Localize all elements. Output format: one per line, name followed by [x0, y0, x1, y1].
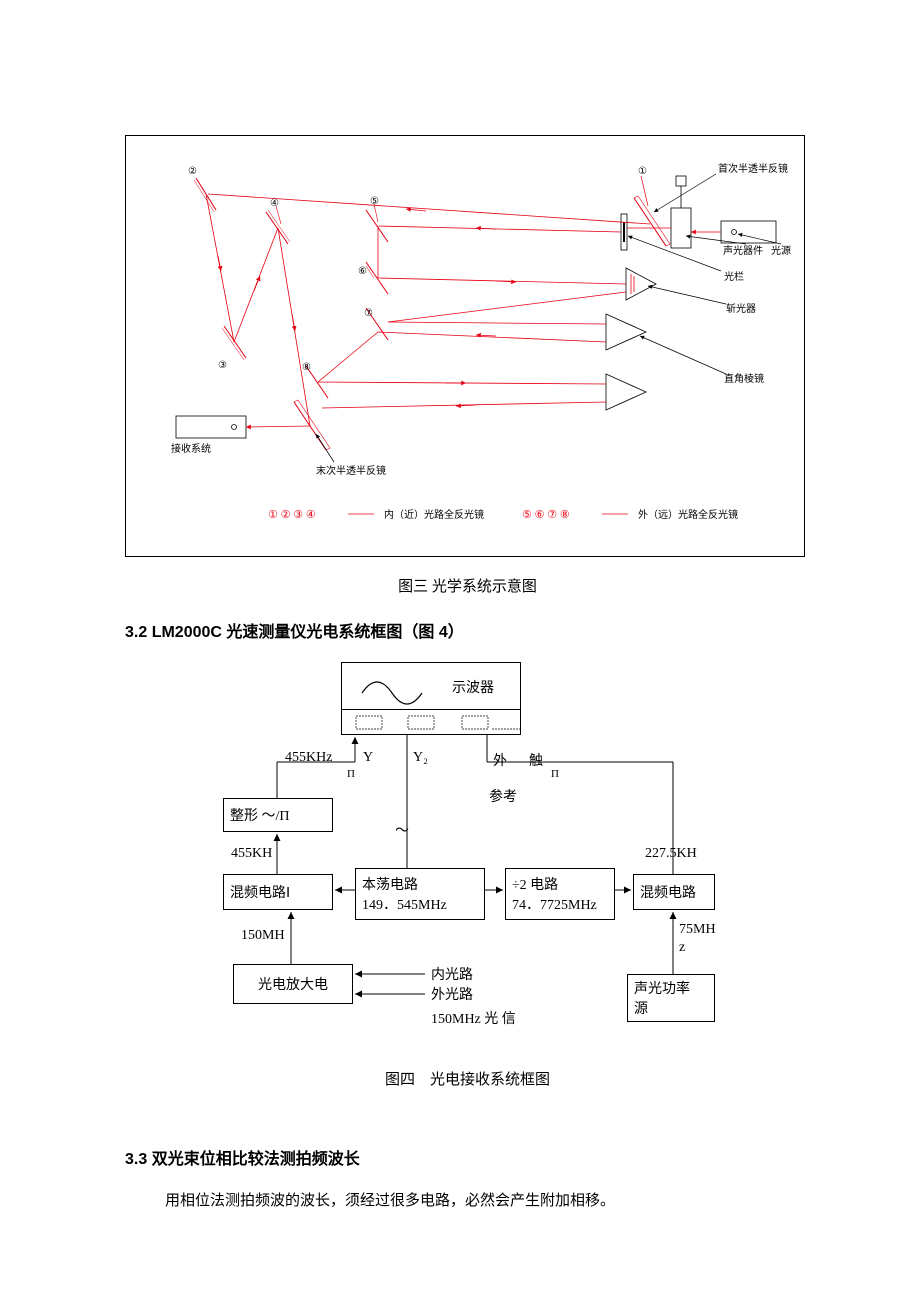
figure3-optical-diagram: ① ② ③ ④ ⑤ ⑥ ⑦ ⑧ 首次半透半反镜 声光器件 光源 光栏 斩光器 直… [125, 135, 805, 557]
local-osc-block: 本荡电路 149．545MHz [355, 868, 485, 920]
lbl-pi2: Π [551, 768, 559, 780]
lbl-y1: Y [363, 750, 373, 766]
lbl-inner: 内光路 [431, 964, 473, 984]
lbl-pi1: Π [347, 768, 355, 780]
lo-l1: 本荡电路 [362, 874, 478, 894]
oscilloscope-controls [341, 709, 521, 735]
photo-amp-block: 光电放大电 [233, 964, 353, 1004]
div2-block: ÷2 电路 74．7725MHz [505, 868, 615, 920]
oscilloscope-label: 示波器 [452, 677, 494, 697]
svg-text:① ② ③ ④: ① ② ③ ④ [268, 509, 316, 521]
figure3-svg: ① ② ③ ④ ⑤ ⑥ ⑦ ⑧ 首次半透半反镜 声光器件 光源 光栏 斩光器 直… [126, 136, 806, 558]
lbl-ao: 声光器件 [723, 244, 763, 257]
lbl-150sig: 150MHz 光 信 [431, 1008, 516, 1028]
svg-text:②: ② [188, 166, 197, 177]
lbl-last-half: 末次半透半反镜 [316, 464, 386, 477]
svg-text:⑥: ⑥ [358, 266, 367, 277]
div2-l1: ÷2 电路 [512, 874, 608, 894]
figure4-block-diagram: 示波器 整形 ～/Π 混频电路Ⅰ 本荡电路 149．545MHz ÷2 电路 7… [195, 662, 715, 1062]
div2-l2: 74．7725MHz [512, 894, 608, 914]
oscilloscope-display: 示波器 [341, 662, 521, 710]
svg-text:⑦: ⑦ [364, 308, 373, 319]
legend-outer: 外（远）光路全反光镜 [638, 508, 738, 521]
lbl-outer: 外光路 [431, 984, 473, 1004]
section-3-3-heading: 3.3 双光束位相比较法测拍频波长 [125, 1145, 800, 1169]
lbl-src: 光源 [771, 244, 791, 257]
lbl-ext-trig: 外 触 [493, 750, 547, 770]
lbl-receiver: 接收系统 [171, 442, 211, 455]
lbl-75a: 75MH [679, 922, 716, 938]
lbl-227: 227.5KH [645, 846, 697, 862]
lbl-prism: 直角棱镜 [724, 372, 764, 385]
lbl-first-half-mirror: 首次半透半反镜 [718, 162, 788, 175]
lbl-y2: Y₂ [413, 750, 428, 766]
svg-text:⑤ ⑥ ⑦ ⑧: ⑤ ⑥ ⑦ ⑧ [522, 509, 570, 521]
lbl-150: 150MH [241, 928, 285, 944]
lo-l2: 149．545MHz [362, 894, 478, 914]
svg-text:⑤: ⑤ [370, 196, 379, 207]
ao-l1: 声光功率 [634, 978, 708, 998]
figure4-caption: 图四 光电接收系统框图 [135, 1068, 800, 1089]
lbl-75b: z [679, 940, 685, 956]
shaper-text: 整形 ～/Π [230, 805, 326, 825]
figure3-caption: 图三 光学系统示意图 [135, 575, 800, 596]
svg-text:④: ④ [270, 198, 279, 209]
lbl-chopper: 斩光器 [726, 302, 756, 315]
ao-l2: 源 [634, 998, 708, 1018]
lbl-455khz: 455KHᴢ [285, 750, 332, 766]
mixer1-text: 混频电路Ⅰ [230, 882, 290, 902]
lbl-tilde: ～ [395, 820, 409, 840]
ao-power-block: 声光功率 源 [627, 974, 715, 1022]
mixer2-block: 混频电路 [633, 874, 715, 910]
lbl-ref: 参考 [489, 786, 517, 806]
shaper-block: 整形 ～/Π [223, 798, 333, 832]
section-3-3-body: 用相位法测拍频波的波长，须经过很多电路，必然会产生附加相移。 [135, 1189, 800, 1215]
svg-text:③: ③ [218, 360, 227, 371]
legend-inner: 内（近）光路全反光镜 [384, 508, 484, 521]
photo-amp-text: 光电放大电 [258, 974, 328, 994]
lbl-455: 455KH [231, 846, 272, 862]
mixer2-text: 混频电路 [640, 882, 708, 902]
mixer1-block: 混频电路Ⅰ [223, 874, 333, 910]
section-3-2-heading: 3.2 LM2000C 光速测量仪光电系统框图（图 4） [125, 618, 800, 642]
lbl-aperture: 光栏 [724, 270, 744, 283]
svg-text:⑧: ⑧ [302, 362, 311, 373]
svg-text:①: ① [638, 166, 647, 177]
